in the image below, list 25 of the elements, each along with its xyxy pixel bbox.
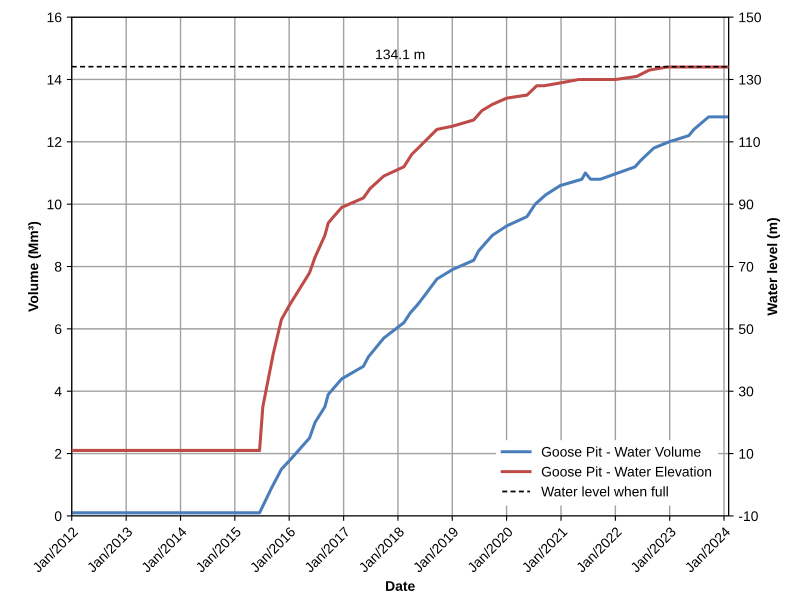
y2-tick-label: 90	[738, 200, 754, 210]
legend-label: Water level when full	[541, 486, 668, 497]
x-axis-title: Date	[386, 581, 415, 591]
y2-tick-label: 70	[739, 262, 754, 272]
y-axis-title: Volume (Mm³)	[28, 222, 42, 312]
y2-axis-title: Water level (m)	[767, 218, 780, 316]
y2-tick-label: 30	[738, 386, 754, 396]
legend-label: Goose Pit - Water Volume	[542, 446, 701, 457]
y2-tick-label: 150	[739, 12, 761, 22]
annotation: 134.1 m	[376, 49, 424, 60]
legend-label: Goose Pit - Water Elevation	[542, 466, 712, 477]
y-tick-label: 6	[54, 324, 62, 334]
y2-tick-label: 10	[739, 448, 754, 459]
y-tick-label: 10	[48, 200, 62, 210]
y2-tick-label: 110	[739, 137, 760, 147]
y2-tick-label: 130	[739, 74, 761, 85]
y-tick-label: 0	[54, 511, 62, 522]
y2-tick-label: -10	[738, 511, 758, 522]
y-tick-label: 16	[48, 12, 62, 22]
y-tick-label: 14	[48, 74, 62, 85]
y-tick-label: 12	[48, 137, 62, 147]
y-tick-label: 4	[54, 386, 62, 396]
y-tick-label: 2	[54, 448, 62, 459]
y2-tick-label: 50	[738, 324, 754, 334]
y-tick-label: 8	[54, 262, 62, 272]
